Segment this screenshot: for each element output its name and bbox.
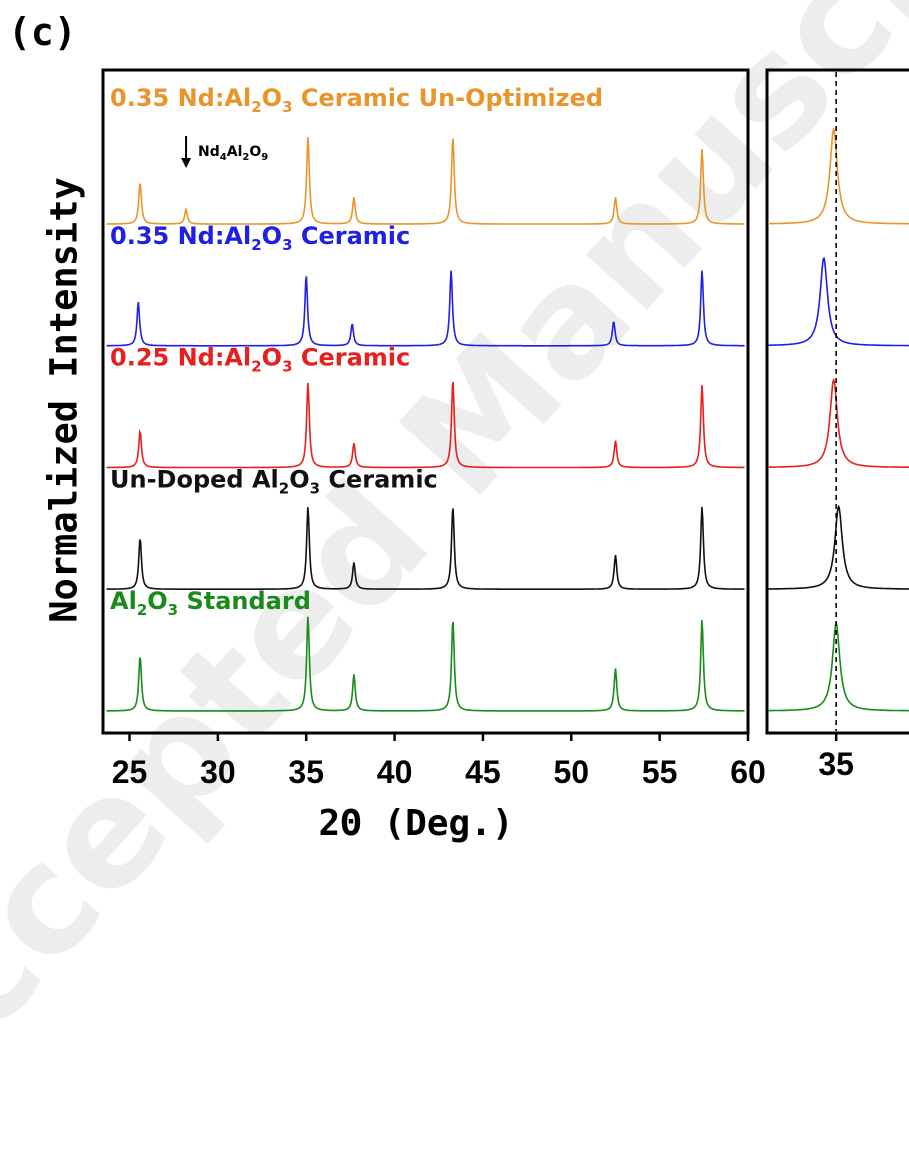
- series-label-4: Un-Doped Al2O3 Ceramic: [110, 465, 438, 497]
- x-tick-label-45: 45: [465, 754, 501, 790]
- x-axis-label: 2Θ (Deg.): [318, 803, 514, 844]
- zoom-x-tick-label-35: 35: [818, 746, 854, 782]
- x-tick-label-25: 25: [112, 754, 148, 790]
- x-tick-label-60: 60: [730, 754, 766, 790]
- zoom-series-line-3: [768, 377, 909, 468]
- series-line-1: [106, 137, 745, 225]
- x-tick-label-55: 55: [642, 754, 678, 790]
- x-tick-label-40: 40: [377, 754, 413, 790]
- zoom-series-line-2: [767, 256, 909, 347]
- series-label-1: 0.35 Nd:Al2O3 Ceramic Un-Optimized: [110, 84, 603, 116]
- zoom-series-line-5: [768, 622, 909, 712]
- series-line-2: [106, 270, 745, 347]
- series-line-5: [106, 616, 745, 712]
- series-line-4: [106, 506, 745, 590]
- xrd-chart: 0.35 Nd:Al2O3 Ceramic Un-Optimized 0.35 N…: [101, 68, 909, 790]
- series-line-3: [106, 381, 745, 469]
- zoom-plot-frame: [765, 68, 909, 735]
- series-label-2: 0.35 Nd:Al2O3 Ceramic: [110, 222, 410, 254]
- x-tick-label-35: 35: [288, 754, 324, 790]
- x-tick-label-30: 30: [200, 754, 236, 790]
- zoom-series-line-4: [768, 504, 909, 590]
- annotation-arrow-head: [181, 158, 192, 168]
- series-label-5: Al2O3 Standard: [110, 587, 311, 619]
- series-label-3: 0.25 Nd:Al2O3 Ceramic: [110, 344, 410, 376]
- main-panel: 0.35 Nd:Al2O3 Ceramic Un-Optimized 0.35 N…: [101, 68, 766, 790]
- annotation-label: Nd4Al2O9: [198, 144, 268, 163]
- panel-label: (c): [8, 10, 77, 54]
- zoom-series-line-1: [768, 126, 909, 225]
- main-plot-frame: [101, 68, 750, 735]
- zoom-panel: 35: [765, 68, 909, 782]
- x-tick-label-50: 50: [553, 754, 589, 790]
